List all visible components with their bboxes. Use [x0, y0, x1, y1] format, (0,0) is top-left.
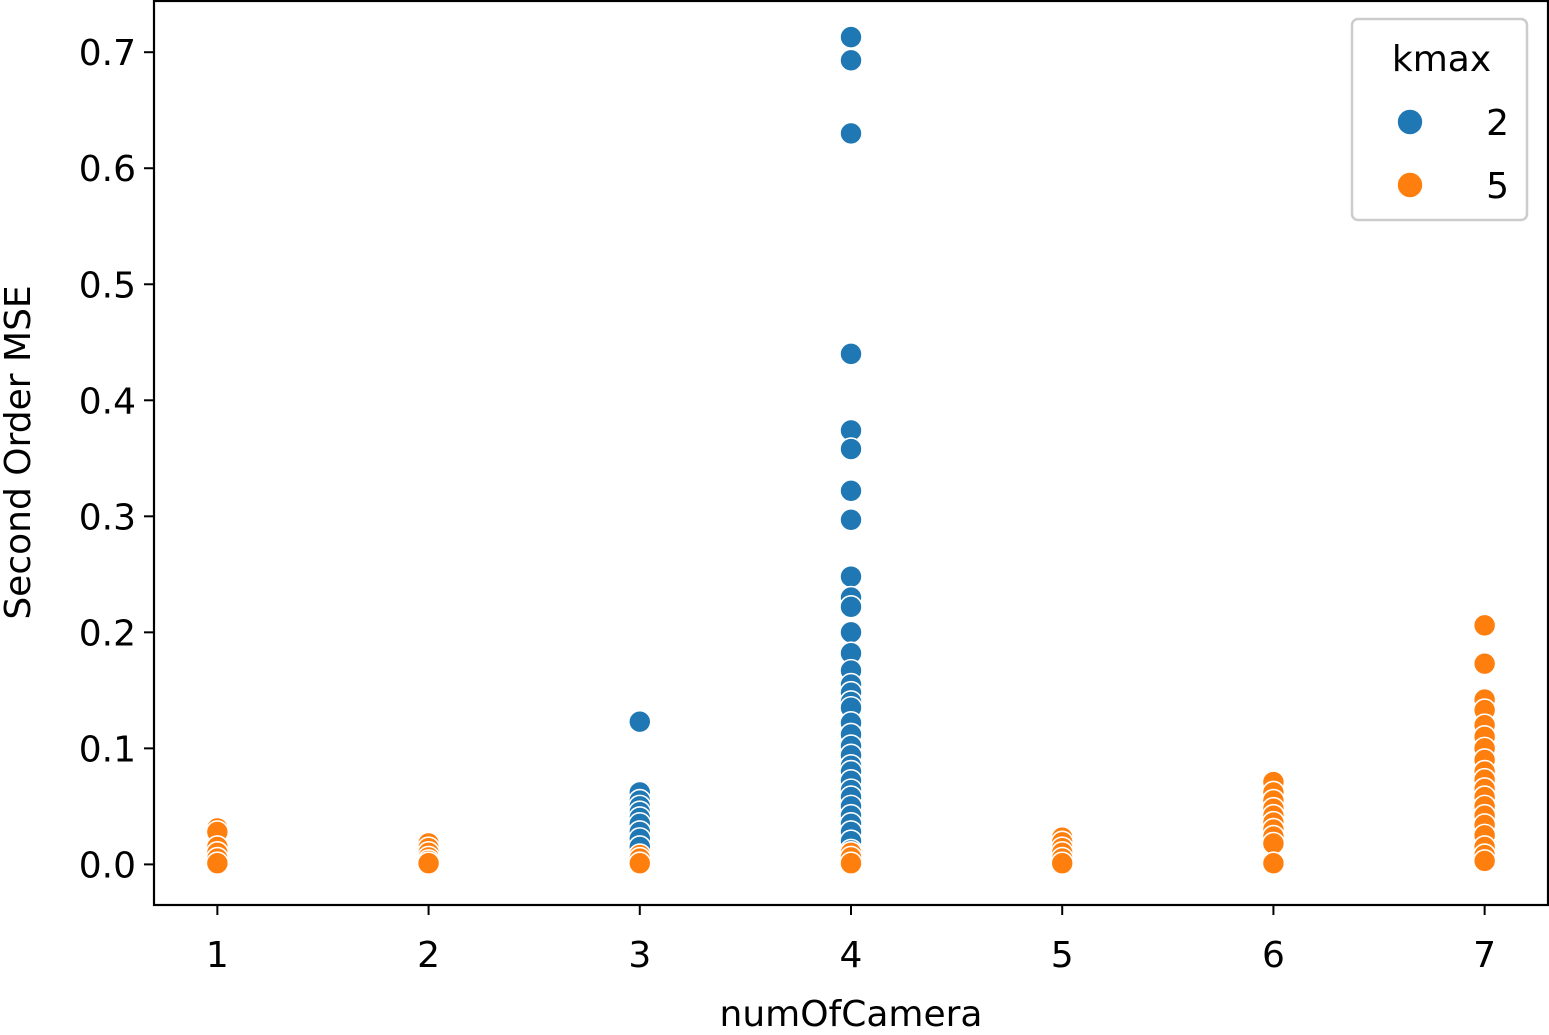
scatter-point-2-20	[839, 595, 863, 619]
y-axis: 0.0 0.1 0.2 0.3 0.4 0.5 0.6 0.7	[79, 33, 154, 886]
scatter-point-2-0	[627, 709, 652, 734]
scatter-point-2-11	[839, 48, 863, 73]
x-tick-label-5: 5	[1051, 935, 1074, 976]
scatter-point-5-5	[205, 851, 230, 876]
legend-box	[1350, 17, 1529, 222]
y-tick-label-5: 0.5	[79, 265, 136, 306]
scatter-point-2-13	[839, 342, 863, 366]
y-tick-label-1: 0.1	[79, 729, 136, 770]
y-tick-label-3: 0.3	[79, 497, 136, 538]
scatter-point-5-52	[1472, 849, 1497, 873]
scatter-point-2-15	[839, 437, 863, 461]
x-tick-label-7: 7	[1473, 935, 1496, 976]
x-axis: 1 2 3 4 5 6 7	[206, 905, 1496, 976]
scatter-point-2-12	[839, 121, 863, 146]
legend-marker-2	[1396, 108, 1424, 136]
scatter-point-2-21	[839, 620, 863, 645]
legend-label-5: 5	[1486, 166, 1509, 207]
y-tick-label-6: 0.6	[79, 149, 136, 190]
legend-title: kmax	[1392, 39, 1491, 80]
y-tick-label-0: 0.0	[79, 845, 136, 886]
scatter-point-2-17	[839, 507, 863, 532]
x-tick-label-1: 1	[206, 935, 229, 976]
y-axis-label: Second Order MSE	[0, 285, 39, 619]
scatter-point-2-18	[839, 564, 863, 589]
x-tick-label-6: 6	[1262, 935, 1285, 976]
scatter-point-5-17	[839, 851, 863, 876]
scatter-point-5-34	[1472, 613, 1497, 638]
y-tick-label-7: 0.7	[79, 33, 136, 74]
y-tick-label-2: 0.2	[79, 613, 136, 654]
legend-entries: 25	[1396, 103, 1509, 207]
x-tick-label-3: 3	[628, 935, 651, 976]
scatter-point-5-23	[1050, 851, 1075, 876]
scatter-point-5-11	[416, 851, 441, 876]
legend: kmax 25	[1350, 17, 1529, 222]
x-tick-label-4: 4	[840, 935, 863, 976]
points-layer	[205, 25, 1497, 876]
legend-marker-5	[1396, 171, 1424, 199]
legend-label-2: 2	[1486, 103, 1509, 144]
scatter-point-5-33	[1261, 851, 1286, 876]
scatter-point-2-16	[839, 478, 863, 503]
x-axis-label: numOfCamera	[720, 994, 983, 1035]
scatter-point-5-14	[627, 851, 652, 876]
scatter-point-2-10	[839, 25, 863, 49]
scatter-point-5-32	[1261, 831, 1286, 856]
y-tick-label-4: 0.4	[79, 381, 136, 422]
scatter-point-5-35	[1472, 651, 1497, 676]
x-tick-label-2: 2	[417, 935, 440, 976]
